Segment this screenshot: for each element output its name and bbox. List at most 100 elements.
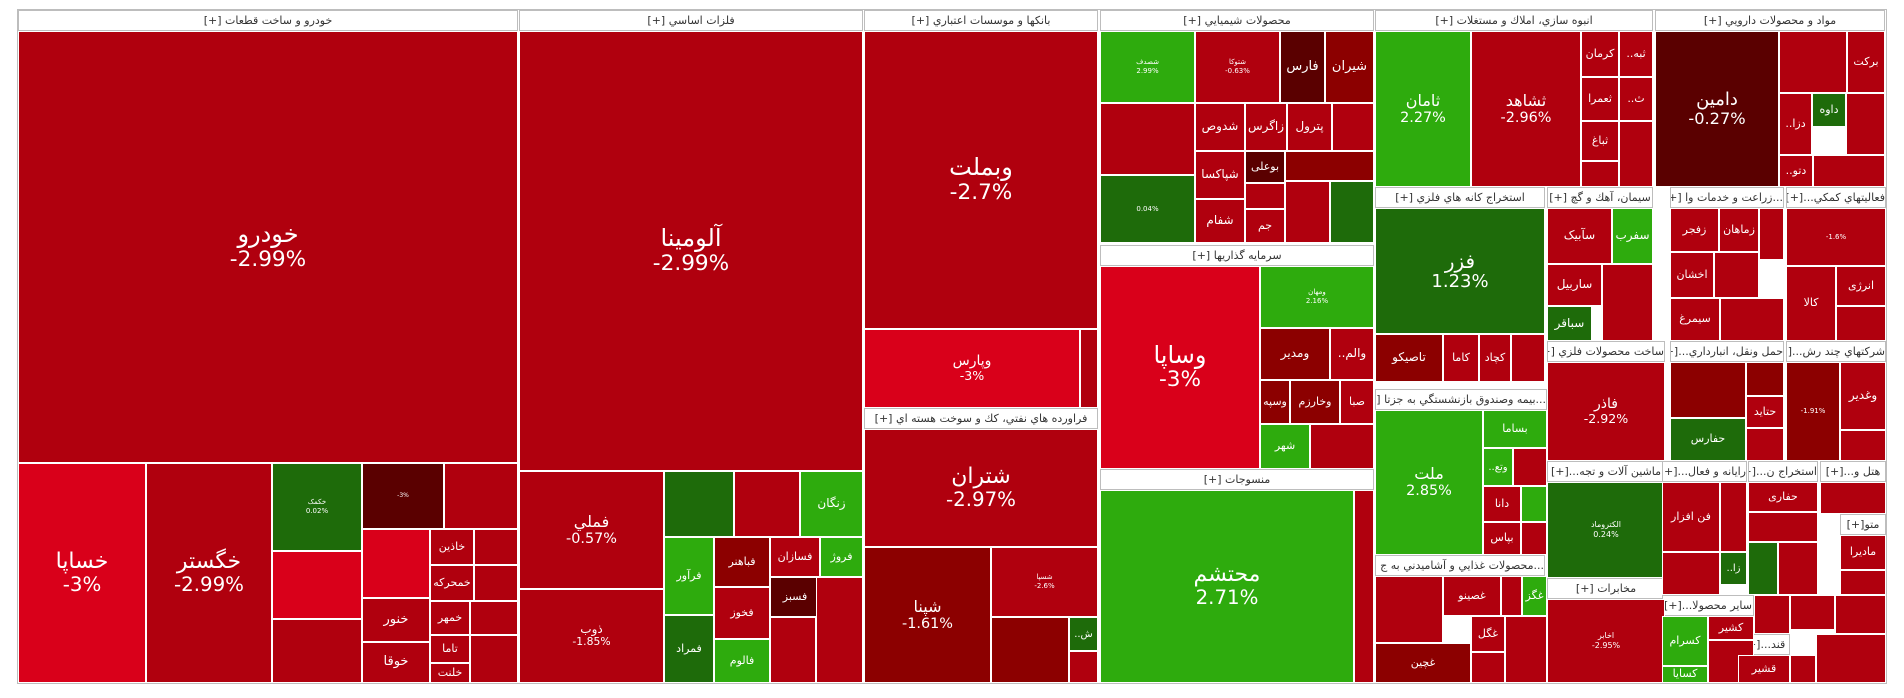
treemap-tile[interactable]: حفاری xyxy=(1748,482,1818,512)
treemap-tile[interactable] xyxy=(1820,482,1886,514)
treemap-tile[interactable]: شهر xyxy=(1260,424,1310,469)
sector-header-18[interactable]: ماشين آلات و تجه...[+] xyxy=(1547,461,1665,482)
treemap-tile[interactable]: سیمرغ xyxy=(1670,298,1720,341)
treemap-tile[interactable]: ثشاهد -2.96% xyxy=(1471,31,1581,187)
treemap-tile[interactable] xyxy=(1748,512,1818,542)
treemap-tile[interactable]: شپاکسا xyxy=(1195,151,1245,199)
treemap-tile[interactable]: خنور xyxy=(362,598,430,642)
treemap-tile[interactable]: غصینو xyxy=(1443,576,1501,616)
treemap-tile[interactable]: تاصیکو xyxy=(1375,334,1443,382)
treemap-tile[interactable]: حتاید xyxy=(1746,396,1784,428)
treemap-tile[interactable]: دانا xyxy=(1483,486,1521,522)
treemap-tile[interactable]: بساما xyxy=(1483,410,1547,448)
treemap-tile[interactable] xyxy=(1471,652,1505,683)
treemap-tile[interactable]: والم.. xyxy=(1330,328,1374,380)
treemap-tile[interactable] xyxy=(1720,298,1784,341)
treemap-tile[interactable]: بپاس xyxy=(1483,522,1521,555)
sector-header-11[interactable]: ...زراعت و خدمات وا [+] xyxy=(1670,187,1784,208)
treemap-tile[interactable]: خمهر xyxy=(430,601,470,635)
sector-header-4[interactable]: محصولات شيميايي [+] xyxy=(1100,10,1374,31)
sector-header-19[interactable]: مخابرات [+] xyxy=(1547,578,1665,599)
treemap-tile[interactable] xyxy=(1790,595,1835,630)
treemap-tile[interactable] xyxy=(1511,334,1545,382)
treemap-tile[interactable]: کالا xyxy=(1786,266,1836,341)
treemap-tile[interactable] xyxy=(1714,252,1759,298)
treemap-tile[interactable]: غگز xyxy=(1522,576,1547,616)
treemap-tile[interactable] xyxy=(1790,655,1816,683)
treemap-tile[interactable]: صبا xyxy=(1340,380,1374,424)
treemap-tile[interactable] xyxy=(1816,634,1886,683)
treemap-tile[interactable]: وسپه xyxy=(1260,380,1290,424)
treemap-tile[interactable]: حفارس xyxy=(1670,418,1746,461)
treemap-tile[interactable] xyxy=(1748,542,1778,595)
sector-header-16[interactable]: شركتهاي چند رش...[+] xyxy=(1786,341,1886,362)
treemap-tile[interactable]: فزر 1.23% xyxy=(1375,208,1545,334)
treemap-tile[interactable]: زماهان xyxy=(1719,208,1759,252)
treemap-tile[interactable] xyxy=(770,617,816,683)
treemap-tile[interactable] xyxy=(1332,103,1374,151)
treemap-tile[interactable] xyxy=(1330,181,1374,243)
treemap-tile[interactable]: خکمک 0.02% xyxy=(272,463,362,551)
treemap-tile[interactable]: کشیر xyxy=(1708,616,1754,640)
treemap-tile[interactable] xyxy=(444,463,518,529)
treemap-tile[interactable]: فارس xyxy=(1280,31,1325,103)
treemap-tile[interactable]: شفام xyxy=(1195,199,1245,243)
treemap-tile[interactable] xyxy=(1746,362,1784,396)
treemap-tile[interactable]: خساپا -3% xyxy=(18,463,146,683)
sector-header-14[interactable]: ساخت محصولات فلزي [+] xyxy=(1547,341,1665,362)
treemap-tile[interactable]: غگل xyxy=(1471,616,1505,652)
treemap-tile[interactable]: فباهنر xyxy=(714,537,770,587)
treemap-tile[interactable]: ذوب -1.85% xyxy=(519,589,664,683)
treemap-tile[interactable] xyxy=(1285,181,1330,243)
treemap-tile[interactable]: وتع.. xyxy=(1483,448,1513,486)
treemap-tile[interactable] xyxy=(816,577,863,683)
treemap-tile[interactable] xyxy=(1619,121,1653,187)
treemap-tile[interactable] xyxy=(1759,208,1784,260)
treemap-tile[interactable]: کاما xyxy=(1443,334,1479,382)
treemap-tile[interactable]: شدوص xyxy=(1195,103,1245,151)
treemap-tile[interactable]: ومدير xyxy=(1260,328,1330,380)
sector-header-1[interactable]: فلزات اساسي [+] xyxy=(519,10,863,31)
sector-header-17[interactable]: ...محصولات غذايي و آشاميدني به ج [+] xyxy=(1375,555,1545,576)
treemap-tile[interactable] xyxy=(1836,306,1886,341)
treemap-tile[interactable]: کسرام xyxy=(1662,616,1708,666)
sector-header-15[interactable]: حمل ونقل، انبارداري...[+] xyxy=(1670,341,1784,362)
treemap-tile[interactable] xyxy=(1505,616,1547,683)
treemap-tile[interactable] xyxy=(1310,424,1374,469)
treemap-tile[interactable] xyxy=(474,565,518,601)
treemap-tile[interactable]: محتشم 2.71% xyxy=(1100,490,1354,683)
treemap-tile[interactable]: خاذین xyxy=(430,529,474,565)
sector-header-24[interactable]: متو[+] xyxy=(1840,514,1886,535)
treemap-tile[interactable]: برکت xyxy=(1847,31,1885,93)
treemap-tile[interactable] xyxy=(1746,428,1784,461)
treemap-tile[interactable]: دزا.. xyxy=(1779,93,1812,155)
treemap-tile[interactable]: کسایا xyxy=(1662,666,1708,683)
treemap-tile[interactable]: زاگرس xyxy=(1245,103,1287,151)
treemap-tile[interactable]: شیران xyxy=(1325,31,1374,103)
treemap-tile[interactable] xyxy=(1602,264,1653,341)
sector-header-6[interactable]: منسوجات [+] xyxy=(1100,469,1374,490)
treemap-tile[interactable]: بوعلی xyxy=(1245,151,1285,183)
treemap-tile[interactable]: الکتروماد 0.24% xyxy=(1547,482,1665,578)
treemap-tile[interactable] xyxy=(1720,482,1747,552)
treemap-tile[interactable]: شتران -2.97% xyxy=(864,429,1098,547)
treemap-tile[interactable] xyxy=(362,529,430,598)
treemap-tile[interactable]: ثبه.. xyxy=(1619,31,1653,77)
treemap-tile[interactable] xyxy=(1662,552,1720,595)
treemap-tile[interactable] xyxy=(1375,576,1443,643)
treemap-tile[interactable]: خگستر -2.99% xyxy=(146,463,272,683)
treemap-tile[interactable]: فمراد xyxy=(664,615,714,683)
treemap-tile[interactable]: داوه xyxy=(1812,93,1846,127)
treemap-tile[interactable]: ملت 2.85% xyxy=(1375,410,1483,555)
treemap-tile[interactable]: انرژی xyxy=(1836,266,1886,306)
treemap-tile[interactable]: فاذر -2.92% xyxy=(1547,362,1665,461)
treemap-tile[interactable]: ثعمرا xyxy=(1581,77,1619,121)
treemap-tile[interactable]: غچین xyxy=(1375,643,1471,683)
treemap-tile[interactable] xyxy=(470,601,518,635)
sector-header-8[interactable]: مواد و محصولات دارويي [+] xyxy=(1655,10,1885,31)
treemap-tile[interactable]: سفرب xyxy=(1612,208,1653,264)
treemap-tile[interactable]: مادیرا xyxy=(1840,535,1886,570)
treemap-tile[interactable]: ث.. xyxy=(1619,77,1653,121)
treemap-tile[interactable]: فروژ xyxy=(820,537,863,577)
treemap-tile[interactable]: شتوکا -0.63% xyxy=(1195,31,1280,103)
